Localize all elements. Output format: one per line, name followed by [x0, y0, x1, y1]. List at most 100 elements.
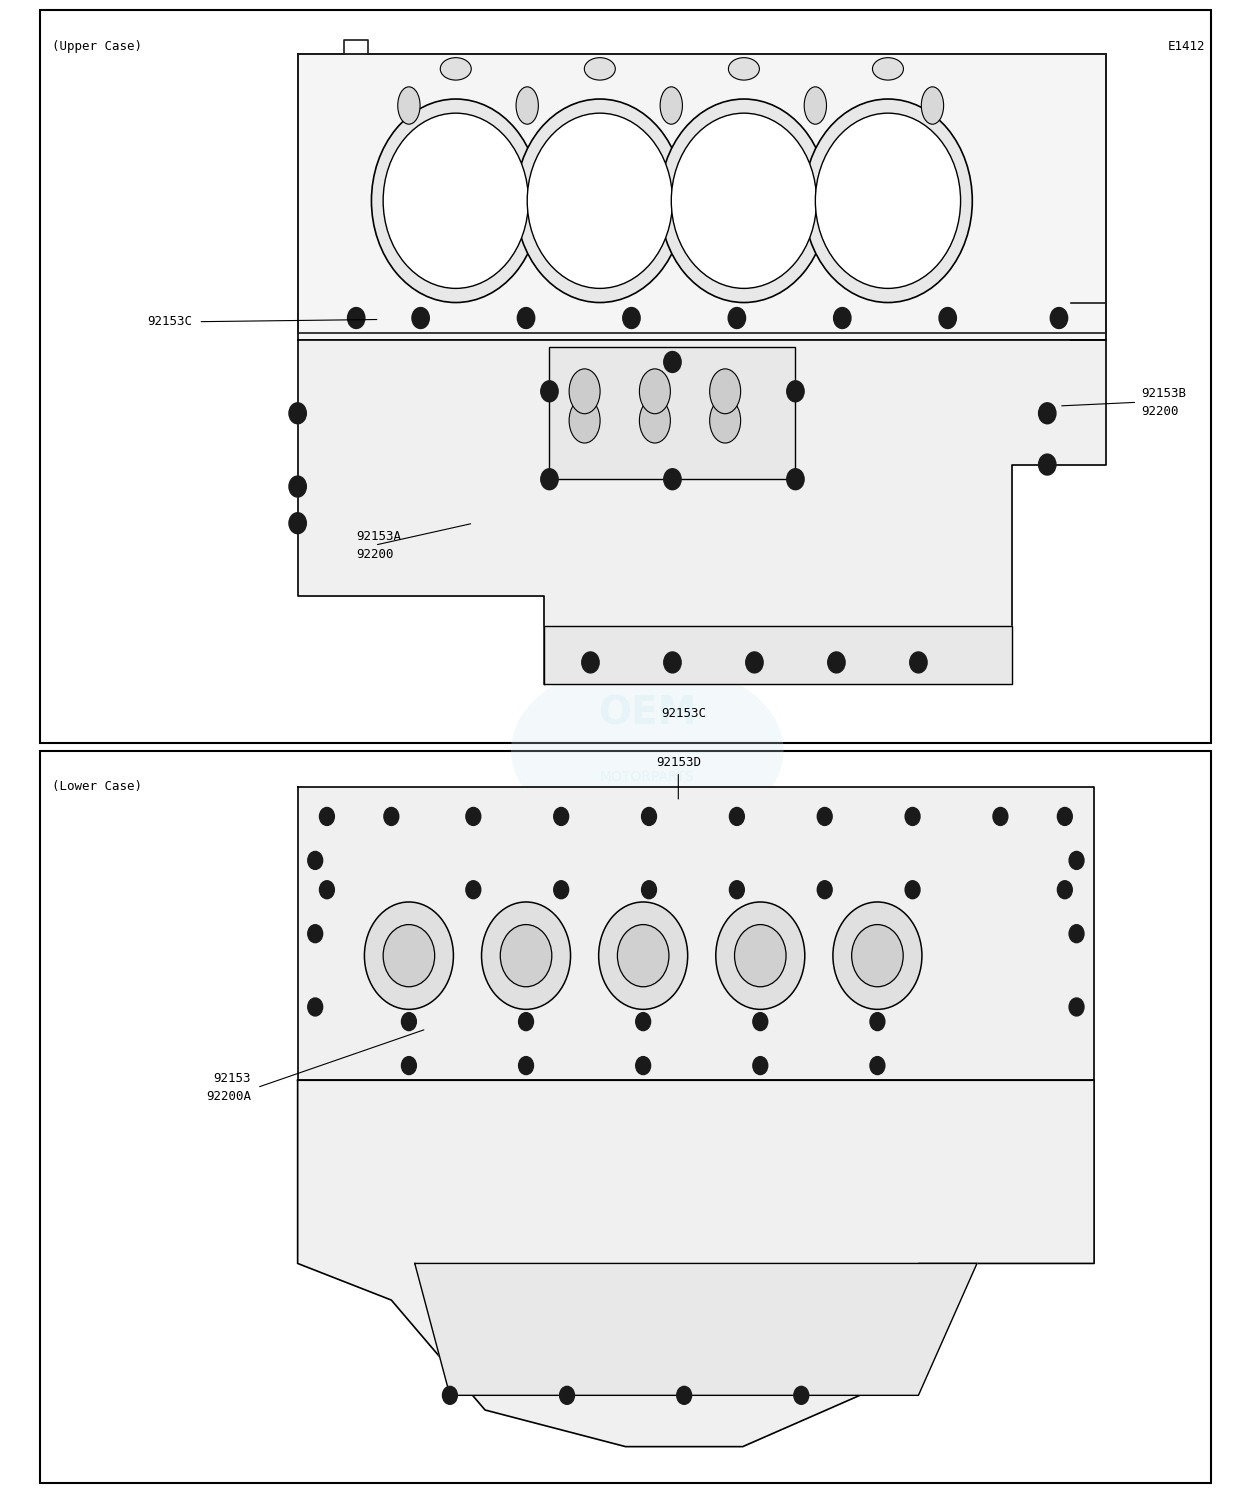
Circle shape: [383, 808, 398, 826]
Ellipse shape: [640, 398, 670, 443]
Circle shape: [554, 881, 569, 899]
Bar: [549, 347, 796, 479]
Polygon shape: [298, 341, 1106, 684]
Circle shape: [466, 881, 481, 899]
Circle shape: [622, 308, 640, 329]
Circle shape: [412, 308, 430, 329]
Ellipse shape: [660, 87, 682, 125]
Circle shape: [540, 381, 558, 402]
Ellipse shape: [510, 660, 783, 841]
Circle shape: [728, 308, 746, 329]
Circle shape: [401, 1057, 416, 1075]
Circle shape: [910, 651, 928, 672]
Circle shape: [1069, 851, 1084, 869]
Ellipse shape: [921, 87, 944, 125]
Circle shape: [641, 808, 656, 826]
Circle shape: [1038, 455, 1056, 474]
Circle shape: [401, 1013, 416, 1031]
Text: 92153: 92153: [213, 1072, 250, 1085]
Circle shape: [905, 808, 920, 826]
Ellipse shape: [710, 369, 741, 414]
Circle shape: [442, 1387, 457, 1405]
Circle shape: [618, 925, 669, 986]
Circle shape: [320, 808, 335, 826]
Text: 92200: 92200: [356, 548, 393, 561]
Circle shape: [636, 1013, 651, 1031]
Circle shape: [815, 113, 961, 288]
Circle shape: [1069, 998, 1084, 1016]
Ellipse shape: [517, 87, 538, 125]
Text: 92153C: 92153C: [661, 707, 707, 720]
Ellipse shape: [397, 87, 420, 125]
Text: 92153C: 92153C: [147, 315, 192, 329]
Circle shape: [817, 881, 832, 899]
Circle shape: [828, 651, 845, 672]
Circle shape: [636, 1057, 651, 1075]
Circle shape: [994, 808, 1008, 826]
Circle shape: [1057, 881, 1072, 899]
Polygon shape: [298, 1081, 1094, 1447]
Circle shape: [730, 808, 745, 826]
Circle shape: [787, 468, 804, 489]
Circle shape: [365, 902, 453, 1009]
Circle shape: [540, 468, 558, 489]
Text: 92153A: 92153A: [356, 530, 401, 543]
Circle shape: [289, 476, 306, 497]
Text: 92200A: 92200A: [205, 1090, 250, 1103]
Text: OEM: OEM: [598, 693, 696, 732]
Circle shape: [716, 902, 804, 1009]
Text: 92153B: 92153B: [1140, 387, 1186, 399]
Circle shape: [383, 925, 435, 986]
Circle shape: [554, 808, 569, 826]
Circle shape: [515, 99, 685, 303]
Circle shape: [735, 925, 786, 986]
Circle shape: [787, 381, 804, 402]
Circle shape: [500, 925, 552, 986]
Text: 92153D: 92153D: [656, 757, 701, 769]
Circle shape: [308, 925, 322, 943]
Circle shape: [1069, 925, 1084, 943]
Polygon shape: [415, 1264, 977, 1396]
Circle shape: [289, 402, 306, 423]
Circle shape: [817, 808, 832, 826]
Circle shape: [677, 1387, 692, 1405]
Ellipse shape: [569, 398, 600, 443]
Circle shape: [939, 308, 956, 329]
Text: (Upper Case): (Upper Case): [52, 39, 142, 53]
Circle shape: [581, 651, 599, 672]
Circle shape: [518, 308, 534, 329]
Circle shape: [660, 99, 828, 303]
Circle shape: [905, 881, 920, 899]
Ellipse shape: [441, 57, 472, 80]
Ellipse shape: [710, 398, 741, 443]
Polygon shape: [298, 787, 1094, 1081]
Circle shape: [1051, 308, 1068, 329]
Circle shape: [482, 902, 570, 1009]
Circle shape: [753, 1013, 768, 1031]
Circle shape: [730, 881, 745, 899]
Ellipse shape: [873, 57, 904, 80]
Circle shape: [371, 99, 540, 303]
Circle shape: [852, 925, 903, 986]
Ellipse shape: [640, 369, 670, 414]
Circle shape: [289, 513, 306, 534]
Text: E1412: E1412: [1168, 41, 1205, 53]
Text: MOTORPARTS: MOTORPARTS: [600, 770, 695, 785]
Circle shape: [383, 113, 528, 288]
Circle shape: [308, 998, 322, 1016]
Bar: [298, 54, 1106, 341]
Circle shape: [641, 881, 656, 899]
Circle shape: [308, 851, 322, 869]
Circle shape: [753, 1057, 768, 1075]
Circle shape: [1038, 402, 1056, 423]
Circle shape: [599, 902, 687, 1009]
Circle shape: [1057, 808, 1072, 826]
Circle shape: [833, 902, 923, 1009]
Ellipse shape: [728, 57, 759, 80]
Circle shape: [664, 468, 681, 489]
Circle shape: [320, 881, 335, 899]
Circle shape: [519, 1057, 533, 1075]
Polygon shape: [544, 626, 1012, 684]
Circle shape: [803, 99, 972, 303]
Circle shape: [347, 308, 365, 329]
